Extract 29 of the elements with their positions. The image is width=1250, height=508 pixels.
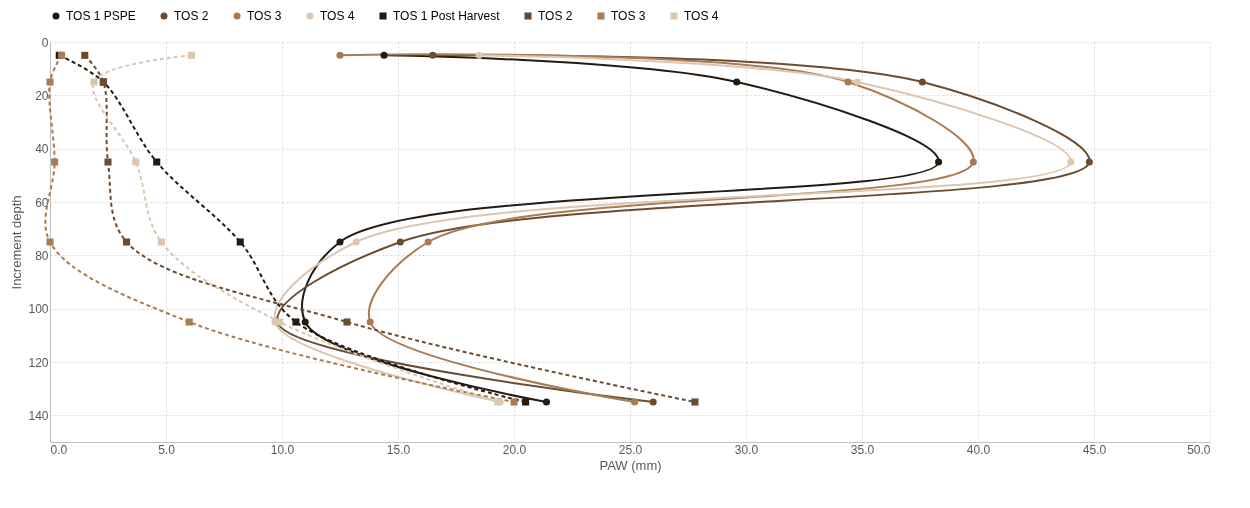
- x-tick-label: 15.0: [386, 442, 411, 457]
- x-tick-label: 30.0: [734, 442, 759, 457]
- y-tick-label: 140: [28, 408, 49, 423]
- legend-label: TOS 2: [538, 9, 573, 23]
- x-tick-label: 40.0: [966, 442, 991, 457]
- y-tick-label: 100: [28, 302, 49, 317]
- y-tick-label: 0: [41, 35, 49, 50]
- x-axis-title: PAW (mm): [599, 457, 662, 473]
- y-tick-label: 120: [28, 355, 49, 370]
- y-tick-label: 40: [35, 142, 49, 157]
- legend-label: TOS 2: [174, 9, 209, 23]
- x-tick-label: 50.0: [1187, 442, 1211, 457]
- x-tick-label: 0.0: [50, 442, 68, 457]
- y-tick-label: 20: [35, 88, 49, 103]
- x-tick-label: 45.0: [1082, 442, 1107, 457]
- x-tick-label: 35.0: [850, 442, 875, 457]
- x-tick-label: 20.0: [502, 442, 527, 457]
- legend-label: TOS 3: [611, 9, 646, 23]
- y-tick-label: 60: [35, 195, 49, 210]
- legend-label: TOS 1 PSPE: [66, 9, 136, 23]
- y-axis-title: Increment depth: [9, 195, 25, 290]
- legend-label: TOS 1 Post Harvest: [393, 9, 501, 23]
- legend-label: TOS 4: [320, 9, 355, 23]
- legend-label: TOS 3: [247, 9, 282, 23]
- legend-label: TOS 4: [684, 9, 719, 23]
- y-tick-label: 80: [35, 248, 49, 263]
- x-tick-label: 10.0: [270, 442, 295, 457]
- x-tick-label: 5.0: [158, 442, 176, 457]
- x-tick-label: 25.0: [618, 442, 643, 457]
